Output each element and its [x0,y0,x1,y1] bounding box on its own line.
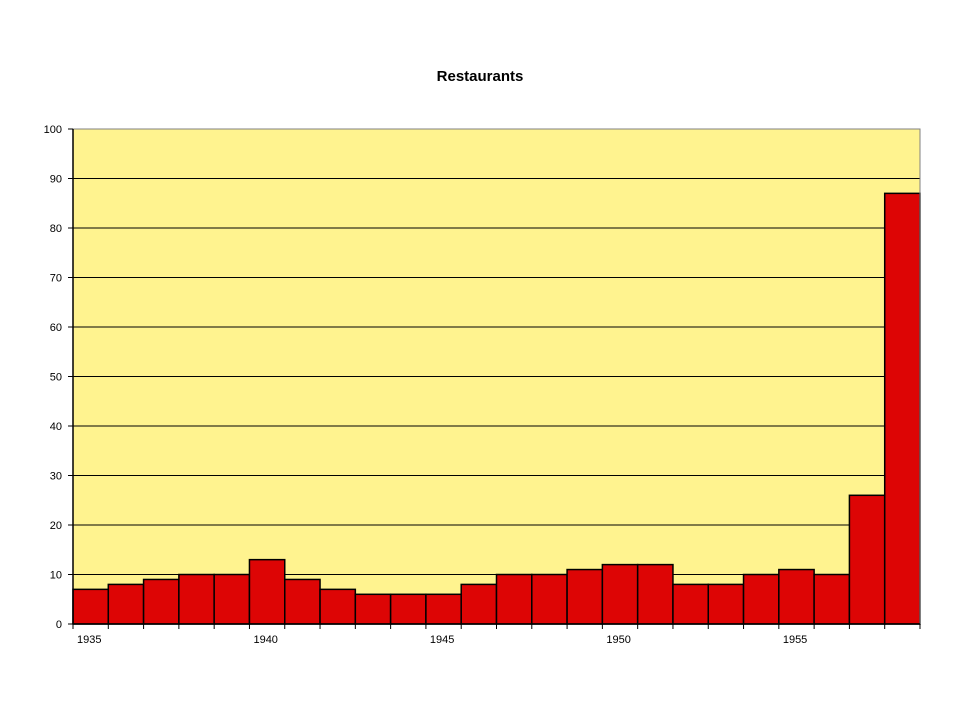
y-tick-label: 80 [50,223,62,235]
y-tick-label: 100 [44,124,62,136]
bar-1947 [495,573,533,625]
bar-1951 [636,563,674,625]
bar-1958 [883,192,921,625]
y-tick-label: 10 [50,570,62,582]
bar-1940 [248,558,286,625]
y-axis-ticks: 0 10 20 30 40 50 60 70 80 90 100 [44,124,73,631]
bar-1955 [778,568,815,625]
y-tick-label: 0 [56,619,62,631]
bar-1937 [142,578,180,625]
bar-1936 [107,583,145,625]
bar-1953 [707,583,745,625]
bar-1948 [531,573,568,625]
bar-1945 [425,593,462,625]
bar-1943 [354,593,392,625]
bar-1941 [284,578,321,625]
y-tick-label: 20 [50,520,62,532]
bar-1939 [213,573,251,625]
bar-1954 [742,573,780,625]
bar-1950 [601,563,639,625]
y-tick-label: 30 [50,471,62,483]
bar-1949 [566,568,604,625]
x-tick-label: 1940 [253,634,277,646]
y-tick-label: 90 [50,174,62,186]
y-tick-label: 50 [50,372,62,384]
bar-1957 [848,494,886,625]
bar-1944 [389,593,427,625]
x-tick-label: 1945 [430,634,454,646]
bar-1935 [72,588,110,625]
chart-title: Restaurants [436,68,524,85]
y-tick-label: 60 [50,322,62,334]
bar-1946 [460,583,498,625]
x-tick-label: 1935 [77,634,101,646]
bar-1956 [813,573,851,625]
bar-1942 [319,588,357,625]
x-tick-label: 1955 [783,634,807,646]
x-tick-label: 1950 [606,634,630,646]
y-tick-label: 70 [50,273,62,285]
bar-1952 [672,583,709,625]
bar-1938 [178,573,215,625]
y-tick-label: 40 [50,421,62,433]
x-axis-ticks: 1935 1940 1945 1950 1955 [72,624,921,646]
